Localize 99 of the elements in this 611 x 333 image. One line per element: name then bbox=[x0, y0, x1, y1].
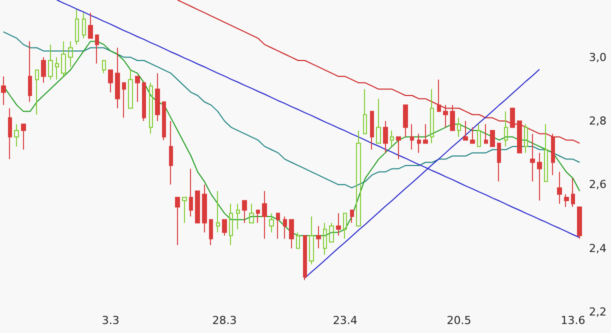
x-tick-label: 3.3 bbox=[102, 314, 120, 327]
candlestick bbox=[115, 47, 120, 109]
candlestick bbox=[95, 34, 99, 64]
candlestick bbox=[544, 124, 548, 182]
candlestick bbox=[135, 76, 140, 102]
candlestick bbox=[524, 124, 528, 154]
line-series bbox=[2, 31, 580, 188]
candlestick bbox=[457, 117, 461, 138]
candlestick bbox=[396, 136, 401, 160]
candlestick bbox=[504, 110, 508, 147]
candlestick bbox=[336, 212, 341, 236]
candlestick bbox=[35, 70, 39, 116]
candlestick bbox=[551, 133, 555, 176]
candlestick bbox=[530, 133, 535, 182]
candlestick bbox=[363, 88, 367, 134]
candlestick bbox=[316, 226, 321, 249]
candlestick bbox=[484, 124, 488, 144]
candlestick bbox=[242, 200, 247, 224]
candlestick bbox=[303, 235, 307, 281]
candlestick bbox=[269, 212, 274, 233]
candlestick bbox=[102, 60, 106, 74]
candlestick bbox=[490, 130, 495, 147]
candlestick bbox=[383, 120, 388, 154]
candlestick bbox=[75, 9, 79, 46]
candlestick bbox=[8, 108, 12, 160]
candlestick bbox=[283, 216, 287, 240]
candlestick bbox=[417, 133, 421, 154]
candlestick bbox=[1, 76, 6, 106]
candlestick bbox=[216, 190, 220, 233]
candlestick bbox=[403, 104, 408, 138]
candlestick bbox=[256, 210, 260, 224]
x-tick-label: 23.4 bbox=[332, 314, 358, 327]
candlestick bbox=[350, 210, 354, 224]
candlestick bbox=[390, 130, 394, 147]
candlestick bbox=[517, 120, 522, 154]
candlestick bbox=[410, 124, 414, 150]
x-tick-label: 13.6 bbox=[560, 314, 586, 327]
candlestick bbox=[463, 120, 468, 141]
x-tick-label: 28.3 bbox=[212, 314, 237, 327]
candlestick bbox=[443, 104, 448, 128]
candlestick bbox=[577, 206, 582, 240]
candlestick bbox=[564, 194, 569, 208]
candlestick bbox=[149, 82, 153, 134]
candlestick bbox=[276, 212, 280, 240]
candlestick bbox=[28, 40, 32, 102]
candlestick bbox=[88, 12, 93, 39]
candlestick bbox=[182, 196, 187, 224]
candlestick bbox=[14, 124, 19, 147]
candlestick bbox=[343, 212, 347, 240]
candlestick bbox=[142, 82, 146, 122]
candlestick bbox=[55, 56, 59, 80]
candlestick bbox=[470, 126, 475, 144]
candlestick bbox=[376, 98, 381, 144]
candlestick bbox=[296, 232, 300, 249]
candlestick bbox=[195, 190, 200, 224]
candlestick bbox=[477, 124, 481, 147]
candlestick bbox=[229, 203, 233, 246]
candlestick bbox=[289, 219, 294, 249]
candlestick bbox=[356, 130, 361, 227]
candlestick bbox=[309, 216, 314, 265]
candlestick bbox=[68, 40, 73, 68]
candlestick bbox=[557, 171, 562, 204]
y-tick-label: 2,4 bbox=[589, 242, 606, 255]
candlestick bbox=[82, 12, 86, 39]
candlestick bbox=[155, 72, 160, 122]
candlestick bbox=[249, 203, 254, 224]
candlestick bbox=[21, 124, 26, 150]
x-tick-label: 20.5 bbox=[446, 314, 472, 327]
candlestick bbox=[108, 70, 113, 93]
candlestick bbox=[61, 40, 66, 77]
candlestick bbox=[209, 219, 213, 246]
candlestick bbox=[262, 190, 267, 240]
candlestick bbox=[430, 88, 434, 144]
candlestick bbox=[497, 142, 501, 182]
candlestick bbox=[236, 203, 240, 230]
candlestick bbox=[169, 120, 173, 186]
candlestick bbox=[510, 108, 515, 128]
candlestick bbox=[202, 184, 207, 233]
candlestick bbox=[370, 110, 374, 150]
line-series bbox=[177, 0, 580, 144]
candlestick bbox=[175, 196, 180, 246]
candlestick bbox=[423, 124, 428, 144]
candlestick bbox=[437, 79, 441, 112]
candlestick bbox=[162, 101, 166, 141]
candlestick bbox=[189, 168, 193, 217]
y-tick-label: 2,2 bbox=[589, 306, 606, 318]
y-tick-label: 3,0 bbox=[589, 50, 606, 64]
candlestick bbox=[122, 82, 126, 118]
candlestick bbox=[323, 222, 327, 256]
candlestick bbox=[450, 104, 455, 132]
y-tick-label: 2,8 bbox=[589, 114, 606, 128]
candlestick bbox=[537, 152, 542, 202]
candlestick bbox=[48, 44, 53, 80]
y-tick-label: 2,6 bbox=[589, 178, 606, 192]
candlestick bbox=[128, 70, 133, 109]
candlestick bbox=[222, 219, 227, 236]
candlestick bbox=[329, 222, 334, 242]
candlestick bbox=[41, 56, 46, 84]
candlestick bbox=[571, 178, 575, 208]
